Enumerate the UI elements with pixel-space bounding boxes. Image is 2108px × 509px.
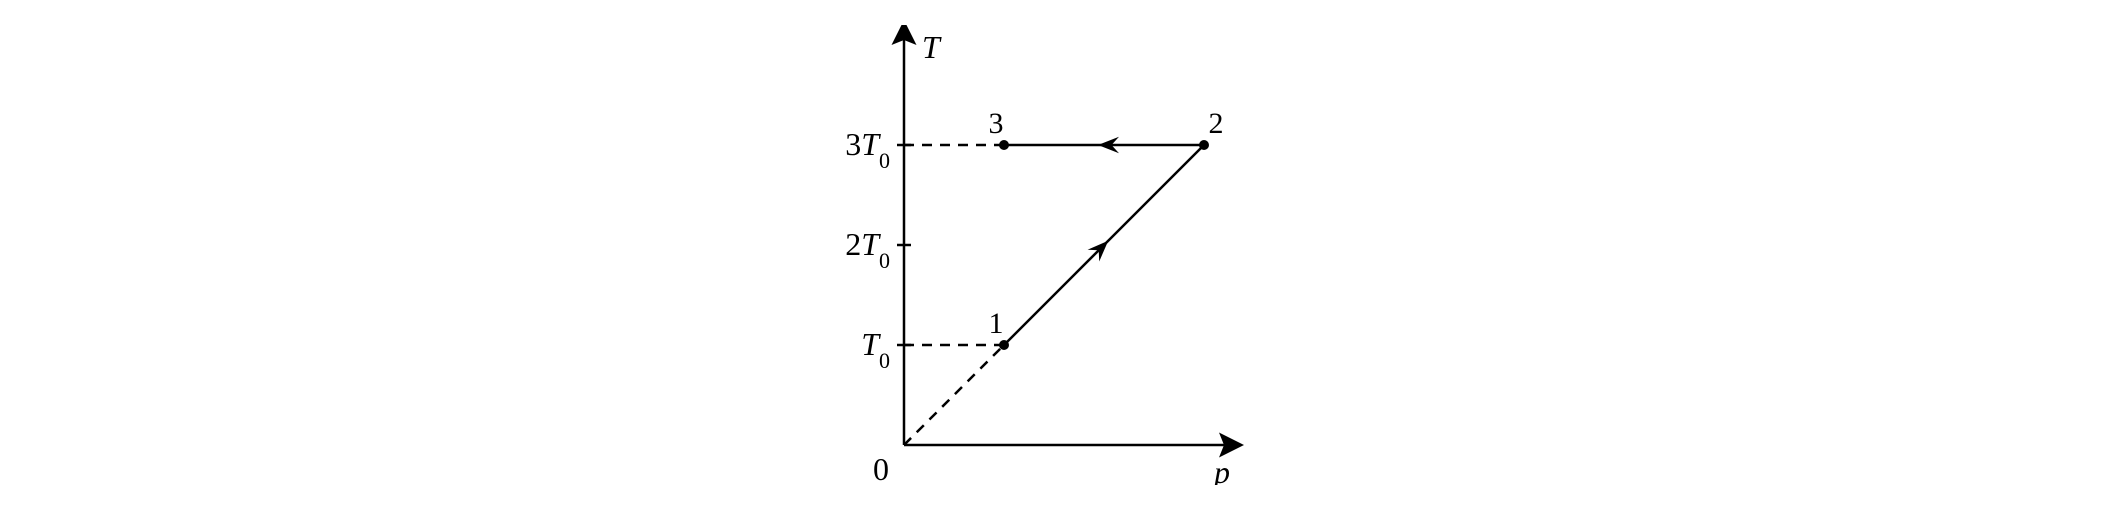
y-axis-label: T (922, 29, 942, 65)
state-point (999, 140, 1009, 150)
state-point-label: 3 (989, 107, 1004, 140)
y-tick-label: 2T0 (845, 226, 890, 273)
origin-label: 0 (873, 451, 889, 485)
state-point (999, 340, 1009, 350)
y-tick-label: T0 (861, 326, 890, 373)
diagram-svg: Tp 0 T0 2T0 3T0 1 2 3 (804, 25, 1304, 485)
state-point-label: 2 (1209, 107, 1224, 140)
phase-diagram: Tp 0 T0 2T0 3T0 1 2 3 (804, 25, 1304, 485)
dashed-guide (904, 345, 1004, 445)
state-point-label: 1 (989, 307, 1004, 340)
y-tick-label: 3T0 (845, 126, 890, 173)
x-axis-label: p (1212, 454, 1230, 485)
state-point (1199, 140, 1209, 150)
